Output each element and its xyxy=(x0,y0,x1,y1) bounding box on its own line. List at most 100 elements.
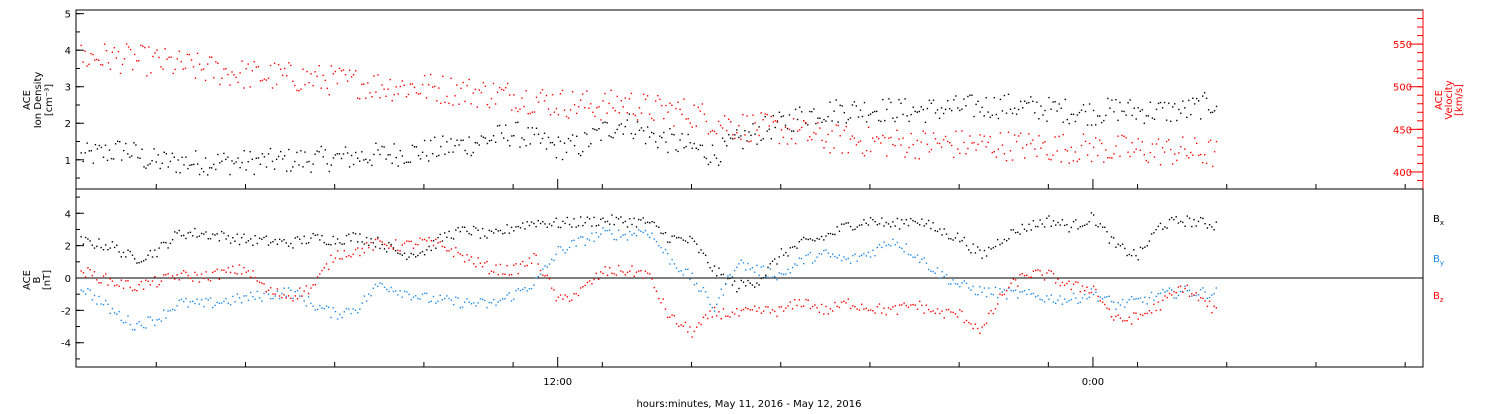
data-point xyxy=(304,83,306,86)
data-point xyxy=(1082,104,1085,106)
data-point xyxy=(397,165,399,167)
data-point xyxy=(160,242,163,244)
data-point xyxy=(920,106,922,108)
data-point xyxy=(932,222,934,224)
data-point xyxy=(582,93,584,95)
data-point xyxy=(1028,276,1030,279)
data-point xyxy=(245,295,247,297)
data-point xyxy=(950,283,952,285)
data-point xyxy=(235,161,237,163)
data-point xyxy=(1215,221,1217,223)
data-point xyxy=(1008,286,1010,289)
data-point xyxy=(254,235,256,237)
data-point xyxy=(646,272,649,274)
data-point xyxy=(624,220,626,223)
data-point xyxy=(1208,300,1211,302)
data-point xyxy=(1072,221,1075,223)
data-point xyxy=(938,117,941,119)
data-point xyxy=(818,311,820,313)
data-point xyxy=(270,241,272,244)
data-point xyxy=(626,112,628,114)
data-point xyxy=(1197,294,1200,296)
data-point xyxy=(192,235,194,237)
data-point xyxy=(896,116,898,119)
data-point xyxy=(200,232,203,235)
data-point xyxy=(1084,293,1086,296)
data-point xyxy=(236,273,238,275)
data-point xyxy=(330,65,332,67)
data-point xyxy=(1202,287,1204,289)
data-point xyxy=(1178,152,1180,154)
data-point xyxy=(903,251,905,253)
data-point xyxy=(953,156,955,159)
data-point xyxy=(776,263,778,265)
data-point xyxy=(1024,157,1026,159)
data-point xyxy=(252,296,254,298)
data-point xyxy=(455,229,457,231)
data-point xyxy=(847,222,849,224)
data-point xyxy=(292,166,294,168)
data-point xyxy=(760,112,762,114)
data-point xyxy=(827,115,829,118)
data-point xyxy=(523,105,525,108)
data-point xyxy=(746,140,748,142)
data-point xyxy=(255,66,257,68)
data-point xyxy=(771,260,774,262)
data-point xyxy=(164,48,166,50)
data-point xyxy=(689,326,691,328)
data-point xyxy=(553,111,556,113)
data-point xyxy=(115,57,118,59)
data-point xyxy=(301,295,303,297)
data-point xyxy=(1092,146,1095,149)
data-point xyxy=(519,227,522,229)
data-point xyxy=(631,265,633,267)
data-point xyxy=(476,106,478,108)
data-point xyxy=(869,309,872,311)
data-point xyxy=(419,92,422,95)
data-point xyxy=(865,222,867,224)
data-point xyxy=(330,244,332,246)
data-point xyxy=(1196,97,1198,100)
data-point xyxy=(287,295,290,297)
data-point xyxy=(697,106,699,109)
data-point xyxy=(528,224,531,227)
data-point xyxy=(247,240,250,242)
data-point xyxy=(624,97,626,99)
data-point xyxy=(979,134,981,136)
data-point xyxy=(924,121,927,123)
data-point xyxy=(727,277,729,280)
data-point xyxy=(711,270,713,272)
data-point xyxy=(1145,115,1148,117)
data-point xyxy=(591,232,593,234)
data-point xyxy=(543,132,546,134)
data-point xyxy=(845,302,847,304)
data-point xyxy=(1142,247,1144,250)
data-point xyxy=(1117,302,1119,304)
data-point xyxy=(257,157,260,159)
data-point xyxy=(829,152,831,154)
data-point xyxy=(1176,159,1178,162)
data-point xyxy=(788,128,791,131)
data-point xyxy=(1197,220,1200,223)
data-point xyxy=(1184,225,1186,227)
data-point xyxy=(555,253,557,256)
data-point xyxy=(740,259,742,261)
data-point xyxy=(886,155,888,157)
data-point xyxy=(711,306,713,309)
data-point xyxy=(833,110,835,112)
data-point xyxy=(577,225,580,227)
data-point xyxy=(310,171,312,173)
data-point xyxy=(977,143,979,145)
data-point xyxy=(590,103,592,105)
data-point xyxy=(174,309,176,311)
data-point xyxy=(963,321,965,324)
data-point xyxy=(673,235,676,237)
data-point xyxy=(1030,229,1032,231)
data-point xyxy=(794,245,796,248)
data-point xyxy=(783,310,785,312)
data-point xyxy=(720,288,722,290)
data-point xyxy=(370,238,372,240)
data-point xyxy=(1042,142,1044,144)
data-point xyxy=(1028,101,1030,104)
data-point xyxy=(436,100,438,102)
